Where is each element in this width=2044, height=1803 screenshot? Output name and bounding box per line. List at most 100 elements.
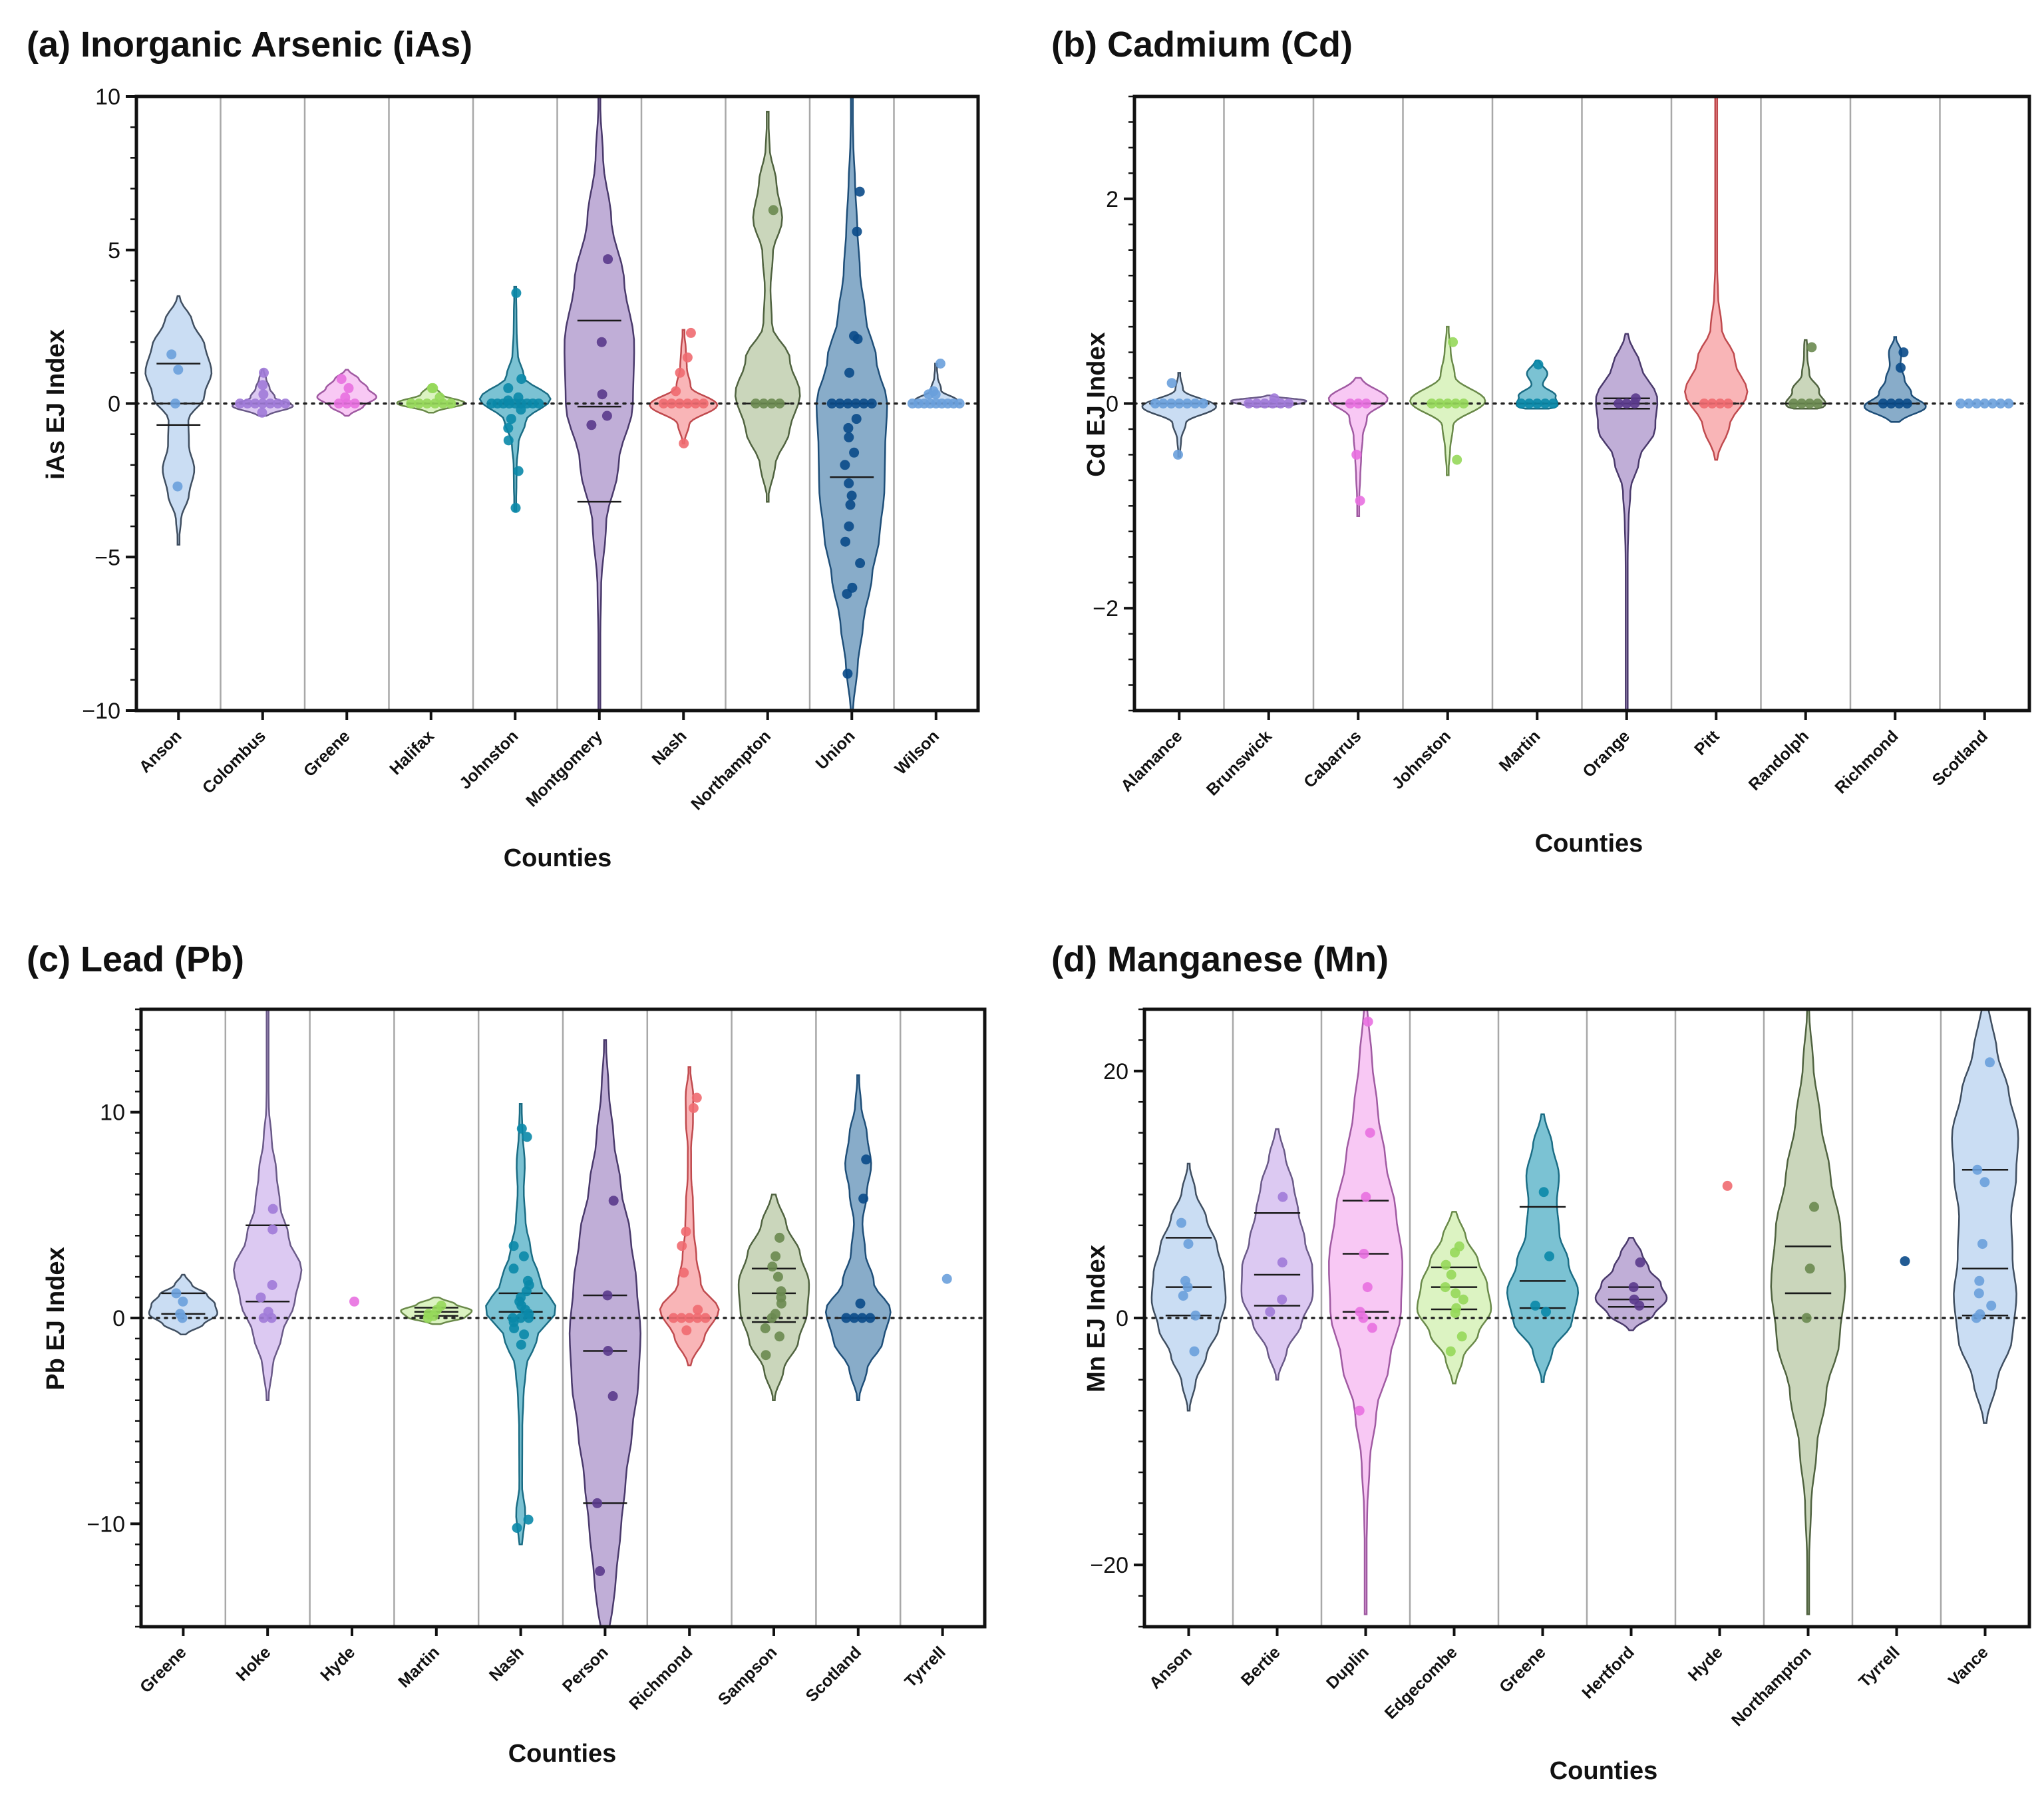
category-label-richmond: Richmond: [625, 1643, 696, 1713]
data-point-alamance: [1158, 399, 1168, 409]
data-point-cabarrus: [1353, 399, 1363, 409]
data-point-richmond: [688, 1103, 699, 1113]
data-point-tyrrell: [1900, 1256, 1910, 1267]
data-point-anson: [172, 481, 183, 492]
violin-northampton: [734, 110, 801, 503]
data-point-nash: [524, 1313, 534, 1323]
violin-bertie: [1240, 1128, 1314, 1381]
violin-anson: [144, 295, 213, 546]
data-point-halifax: [406, 399, 417, 409]
violin-pitt: [1684, 96, 1749, 461]
panel-d-ylabel: Mn EJ Index: [1083, 1245, 1110, 1393]
violin-sampson: [737, 1194, 810, 1401]
data-point-tyrrell: [941, 1273, 952, 1284]
panel-b-xlabel: Counties: [1535, 830, 1643, 858]
category-label-halifax: Halifax: [386, 727, 438, 778]
data-point-halifax: [414, 399, 425, 409]
data-point-nash: [685, 327, 696, 338]
data-point-brunswick: [1276, 399, 1286, 409]
data-point-colombus: [258, 389, 269, 400]
data-point-randolph: [1796, 399, 1807, 409]
data-point-union: [834, 399, 845, 409]
data-point-duplin: [1358, 1313, 1369, 1323]
data-point-northampton: [751, 399, 761, 409]
data-point-edgecombe: [1446, 1269, 1456, 1280]
data-point-nash: [519, 1329, 530, 1340]
data-point-nash: [522, 1132, 532, 1142]
data-point-johnston: [1452, 454, 1462, 465]
y-tick-label: −2: [1093, 596, 1118, 621]
category-label-greene: Greene: [136, 1643, 190, 1697]
y-tick-label: −10: [82, 699, 120, 724]
data-point-vance: [1974, 1275, 1985, 1286]
data-point-anson: [173, 365, 184, 375]
data-point-scotland: [841, 1313, 852, 1323]
data-point-richmond: [693, 1305, 703, 1315]
data-point-nash: [679, 438, 689, 448]
data-point-edgecombe: [1450, 1288, 1461, 1299]
data-point-vance: [1971, 1313, 1981, 1323]
data-point-colombus: [257, 407, 267, 418]
category-label-cabarrus: Cabarrus: [1300, 727, 1365, 791]
data-point-martin: [1533, 359, 1544, 370]
y-tick-label: 2: [1106, 187, 1118, 212]
category-label-union: Union: [812, 727, 859, 773]
data-point-martin: [1516, 399, 1526, 409]
data-point-johnston: [503, 422, 514, 433]
data-point-nash: [508, 1241, 519, 1251]
data-point-brunswick: [1244, 399, 1254, 409]
data-point-union: [843, 422, 854, 433]
data-point-person: [607, 1391, 618, 1401]
data-point-edgecombe: [1450, 1308, 1460, 1319]
data-point-johnston: [503, 435, 514, 446]
data-point-duplin: [1361, 1192, 1371, 1202]
panel-a-ylabel: iAs EJ Index: [42, 329, 70, 480]
category-label-scotland: Scotland: [802, 1643, 865, 1705]
data-point-pitt: [1707, 399, 1717, 409]
data-point-alamance: [1190, 399, 1200, 409]
data-point-greene: [177, 1313, 188, 1323]
data-point-johnston: [513, 466, 524, 476]
data-point-halifax: [446, 399, 456, 409]
data-point-person: [602, 1290, 613, 1301]
data-point-union: [866, 399, 877, 409]
violin-hoke: [233, 1009, 303, 1401]
violin-northampton: [1770, 1009, 1846, 1615]
data-point-johnston: [506, 414, 516, 424]
data-point-northampton: [766, 399, 777, 409]
data-point-martin: [1532, 399, 1542, 409]
data-point-nash: [512, 1523, 522, 1533]
data-point-scotland: [861, 1154, 872, 1165]
data-point-nash: [521, 1286, 532, 1297]
data-point-randolph: [1788, 399, 1799, 409]
category-label-hoke: Hoke: [232, 1643, 274, 1685]
data-point-martin: [1540, 399, 1550, 409]
data-point-colombus: [235, 399, 246, 409]
data-point-bertie: [1278, 1192, 1288, 1202]
data-point-bertie: [1277, 1257, 1287, 1267]
data-point-greene: [1530, 1300, 1540, 1311]
data-point-richmond: [684, 1313, 695, 1323]
category-label-brunswick: Brunswick: [1203, 727, 1276, 799]
category-label-pitt: Pitt: [1691, 727, 1723, 759]
data-point-wilson: [954, 399, 965, 409]
data-point-scotland: [855, 1298, 866, 1309]
data-point-vance: [1977, 1239, 1987, 1249]
data-point-sampson: [774, 1331, 784, 1342]
data-point-richmond: [676, 1313, 687, 1323]
data-point-union: [858, 399, 869, 409]
panel-b-title: (b) Cadmium (Cd): [1051, 25, 1353, 65]
category-label-hyde: Hyde: [1685, 1643, 1727, 1685]
data-point-richmond: [1896, 363, 1906, 373]
data-point-alamance: [1150, 399, 1160, 409]
data-point-greene: [1544, 1251, 1554, 1261]
data-point-edgecombe: [1456, 1331, 1467, 1342]
data-point-nash: [516, 1339, 526, 1350]
data-point-hoke: [266, 1313, 277, 1323]
data-point-duplin: [1363, 1017, 1373, 1027]
data-point-union: [855, 558, 866, 568]
category-label-hertford: Hertford: [1578, 1643, 1638, 1703]
violin-cabarrus: [1327, 377, 1389, 517]
data-point-union: [854, 186, 865, 197]
data-point-duplin: [1354, 1405, 1365, 1416]
